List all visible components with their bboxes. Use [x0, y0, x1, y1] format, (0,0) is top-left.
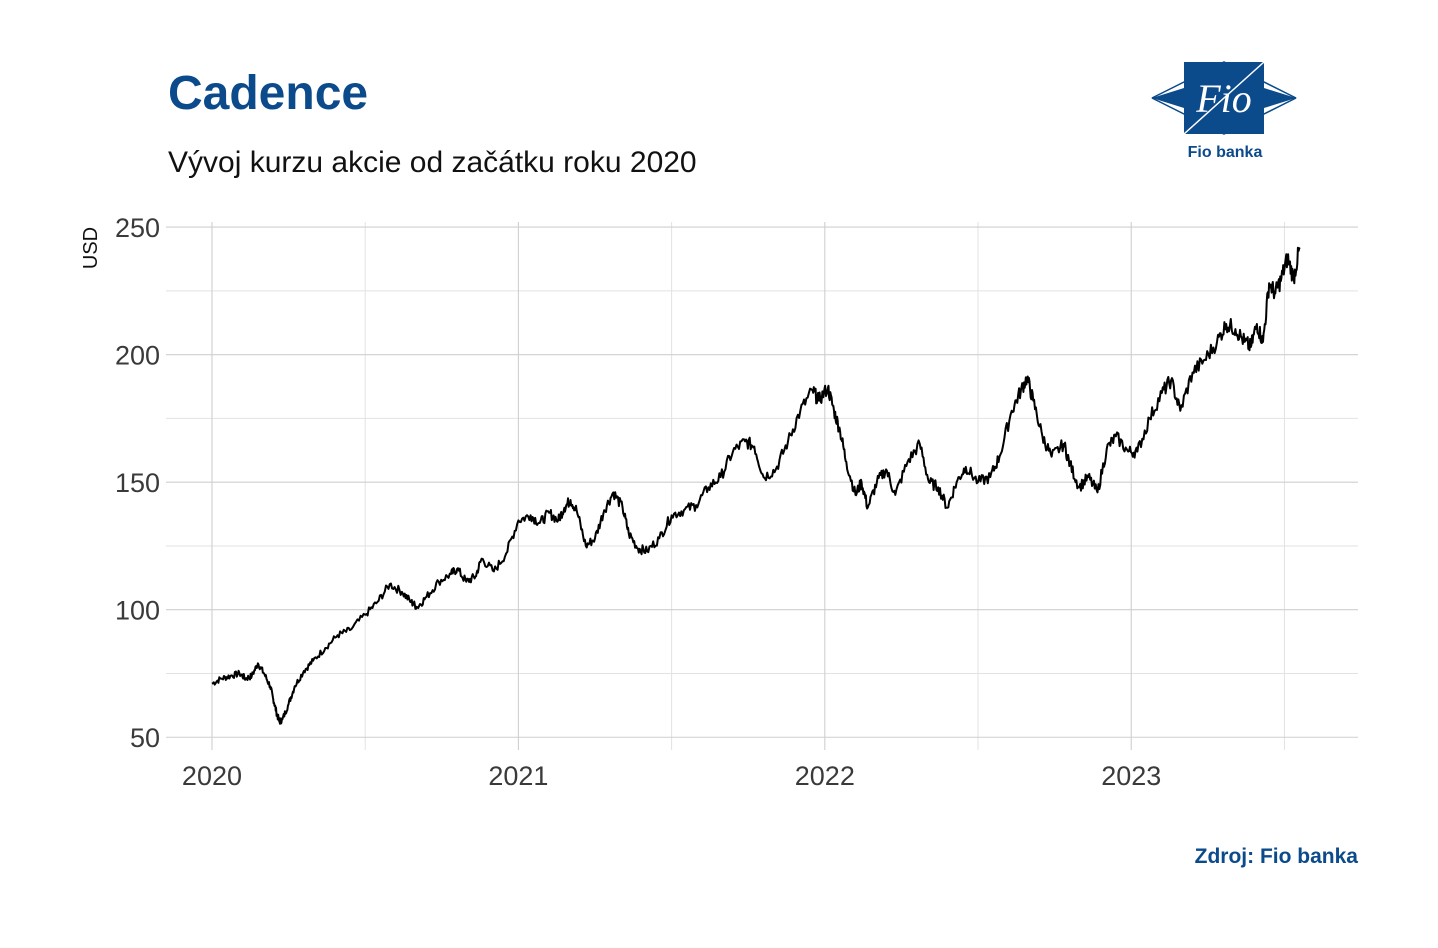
x-tick-label: 2021 [488, 761, 548, 791]
source-note: Zdroj: Fio banka [1194, 845, 1358, 868]
y-tick-label: 150 [115, 468, 160, 498]
chart-subtitle: Vývoj kurzu akcie od začátku roku 2020 [168, 146, 697, 179]
x-tick-label: 2022 [795, 761, 855, 791]
y-tick-label: 250 [115, 213, 160, 243]
fio-logo-icon: Fio [1151, 61, 1297, 135]
x-tick-label: 2020 [182, 761, 242, 791]
logo-caption: Fio banka [1187, 144, 1263, 161]
minor-gridlines [166, 222, 1358, 750]
logo-text: Fio [1195, 76, 1252, 121]
chart-title: Cadence [168, 67, 369, 120]
y-axis-label: USD [80, 227, 102, 269]
major-gridlines [166, 222, 1358, 750]
y-tick-label: 100 [115, 596, 160, 626]
y-tick-label: 50 [130, 723, 160, 753]
x-axis-ticks: 2020 2021 2022 2023 [182, 761, 1161, 791]
y-tick-label: 200 [115, 341, 160, 371]
x-tick-label: 2023 [1101, 761, 1161, 791]
price-line [211, 246, 1301, 725]
y-axis-ticks: 50 100 150 200 250 [115, 213, 160, 753]
